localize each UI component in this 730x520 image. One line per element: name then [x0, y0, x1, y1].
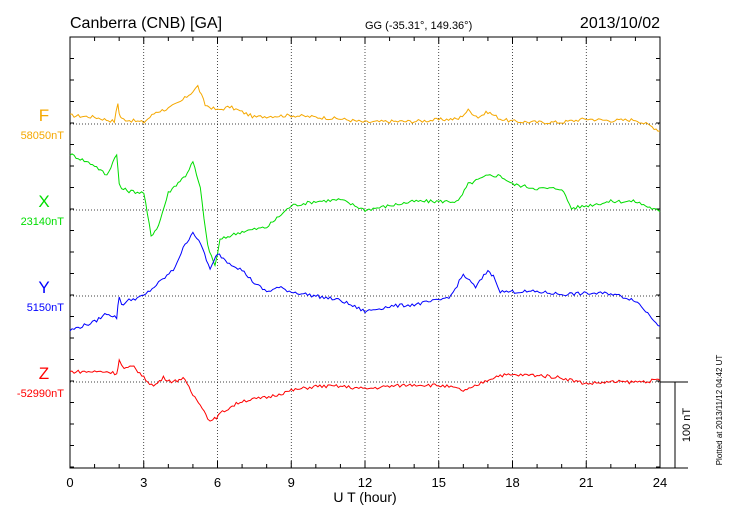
series-group — [69, 84, 661, 422]
series-line-f — [70, 84, 661, 132]
grid-lines — [70, 37, 660, 468]
x-tick-label: 0 — [66, 475, 73, 490]
x-tick-label: 24 — [653, 475, 667, 490]
series-baseline-x: 23140nT — [21, 216, 65, 228]
plotted-note: Plotted at 2013/11/12 04:42 UT — [715, 355, 724, 466]
x-tick-label: 21 — [579, 475, 593, 490]
x-tick-label: 6 — [214, 475, 221, 490]
x-tick-label: 18 — [505, 475, 519, 490]
series-name-y: Y — [38, 278, 49, 297]
chart-date: 2013/10/02 — [580, 15, 660, 32]
series-name-x: X — [38, 192, 49, 211]
axis-ticks: 0 3 6 9 12 15 18 21 24 — [66, 36, 667, 490]
chart-title: Canberra (CNB) [GA] — [70, 15, 222, 32]
x-axis-label: U T (hour) — [333, 489, 396, 505]
x-tick-label: 12 — [358, 475, 372, 490]
series-baseline-y: 5150nT — [27, 302, 65, 314]
x-tick-label: 3 — [140, 475, 147, 490]
series-name-f: F — [39, 106, 49, 125]
x-tick-label: 15 — [432, 475, 446, 490]
series-labels: F 58050nT X 23140nT Y 5150nT Z -52990nT — [17, 106, 64, 400]
series-line-y — [69, 231, 661, 332]
series-name-z: Z — [39, 364, 49, 383]
scale-bar-label: 100 nT — [681, 408, 693, 443]
chart-subtitle: GG (-35.31°, 149.36°) — [365, 20, 472, 32]
x-tick-label: 9 — [288, 475, 295, 490]
series-baseline-z: -52990nT — [17, 388, 64, 400]
series-line-x — [69, 153, 661, 268]
series-line-z — [69, 358, 661, 422]
scale-bar: 100 nT — [660, 381, 693, 469]
series-baseline-f: 58050nT — [21, 130, 65, 142]
